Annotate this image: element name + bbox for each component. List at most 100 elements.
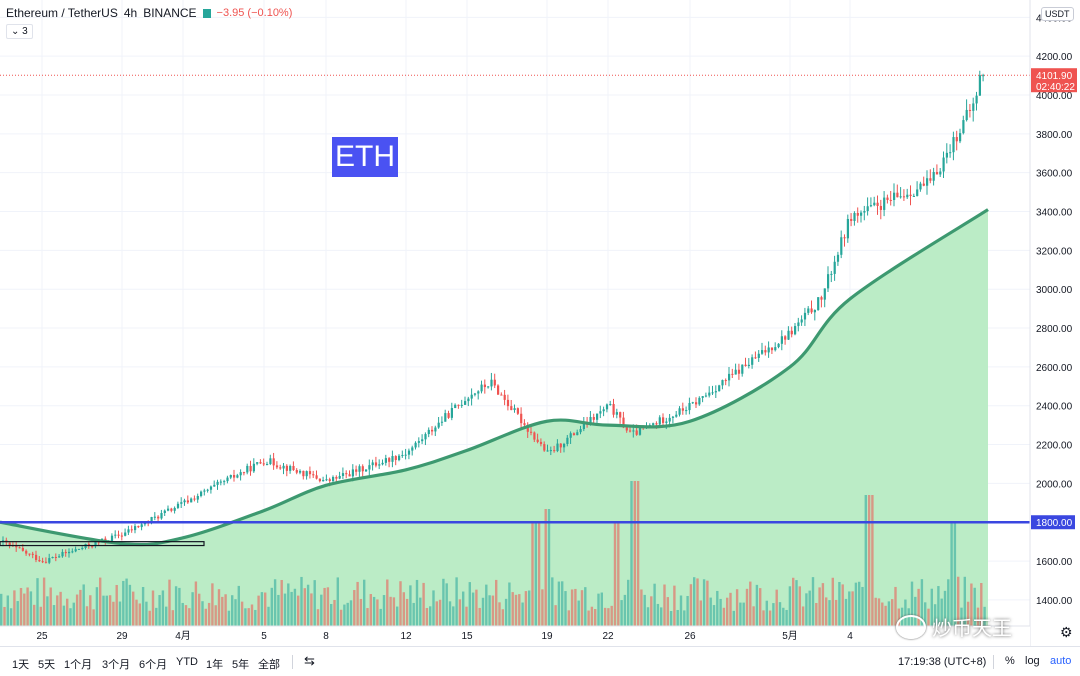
volume-bar xyxy=(785,609,788,626)
volume-bar xyxy=(749,581,752,626)
volume-bar xyxy=(254,609,257,626)
range-3m[interactable]: 3个月 xyxy=(102,659,131,671)
volume-bar xyxy=(297,595,300,626)
clock-readout[interactable]: 17:19:38 (UTC+8) xyxy=(898,656,987,668)
volume-bar xyxy=(834,599,838,626)
candle-body xyxy=(38,559,41,562)
time-axis[interactable] xyxy=(0,626,1030,646)
volume-bar xyxy=(376,599,379,626)
volume-bar xyxy=(719,598,722,626)
candle-body xyxy=(31,553,34,555)
volume-bar xyxy=(29,591,33,626)
indicator-toggle[interactable]: ⌄ 3 xyxy=(6,24,33,39)
moving-average-line[interactable] xyxy=(0,208,989,547)
range-all[interactable]: 全部 xyxy=(258,659,280,671)
candle-body xyxy=(863,211,866,213)
interval-label[interactable]: 4h xyxy=(123,6,138,20)
range-ytd[interactable]: YTD xyxy=(176,656,198,668)
volume-bar xyxy=(607,608,610,626)
candle-body xyxy=(817,297,820,310)
volume-bar xyxy=(910,581,914,626)
volume-bar xyxy=(640,589,643,626)
range-5y[interactable]: 5年 xyxy=(232,659,250,671)
gear-icon[interactable]: ⚙ xyxy=(1060,624,1073,640)
range-1m[interactable]: 1个月 xyxy=(64,659,93,671)
volume-bar xyxy=(72,602,75,626)
volume-bar xyxy=(689,584,693,626)
volume-bar xyxy=(9,608,13,626)
candle-body xyxy=(51,556,54,559)
volume-bar xyxy=(798,586,801,626)
volume-bar xyxy=(145,601,148,626)
volume-bar xyxy=(752,606,755,626)
candle-body xyxy=(351,469,354,477)
range-1d[interactable]: 1天 xyxy=(12,659,30,671)
price-chart[interactable]: 1400.00 1600.00 1800.00 2000.00 2200.00 2400.… xyxy=(0,0,1080,646)
candle-body xyxy=(807,308,810,313)
volume-bar xyxy=(617,523,620,626)
candle-body xyxy=(533,432,536,440)
volume-bar xyxy=(452,606,455,626)
volume-bar xyxy=(666,597,669,626)
volume-bar xyxy=(158,595,161,626)
candle-body xyxy=(803,312,807,320)
volume-bar xyxy=(726,597,729,626)
volume-bar xyxy=(973,587,976,626)
volume-bar xyxy=(924,602,927,626)
symbol-name[interactable]: Ethereum / TetherUS xyxy=(6,6,118,20)
volume-bar xyxy=(303,588,306,626)
price-change: −3.95 (−0.10%) xyxy=(216,7,293,19)
volume-bar xyxy=(148,610,151,626)
calendar-goto-icon[interactable]: ⇆ xyxy=(304,653,315,668)
toolbar-divider xyxy=(292,655,293,669)
range-5d[interactable]: 5天 xyxy=(38,659,56,671)
volume-bar xyxy=(231,595,234,626)
candle-body xyxy=(737,369,741,374)
price-axis[interactable] xyxy=(1030,0,1080,646)
candle-body xyxy=(332,476,335,482)
candle-body xyxy=(229,475,232,478)
time-tick-label: 5 xyxy=(261,631,267,642)
currency-tag[interactable]: USDT xyxy=(1041,7,1074,21)
volume-bar xyxy=(501,609,504,626)
candle-body xyxy=(774,347,777,351)
candle-body xyxy=(127,529,130,533)
candle-body xyxy=(490,379,493,387)
candle-body xyxy=(361,466,364,472)
price-tick-label: 2200.00 xyxy=(1036,441,1073,452)
volume-bar xyxy=(755,584,759,626)
price-tick-label: 3000.00 xyxy=(1036,285,1073,296)
auto-scale-toggle[interactable]: auto xyxy=(1050,655,1072,667)
volume-bar xyxy=(765,600,768,626)
candle-body xyxy=(764,350,767,353)
volume-bar xyxy=(841,584,844,626)
volume-bar xyxy=(828,600,831,626)
eth-annotation-label[interactable]: ETH xyxy=(332,137,398,177)
volume-bar xyxy=(56,595,59,626)
candle-body xyxy=(487,386,490,388)
percent-scale-toggle[interactable]: % xyxy=(1005,655,1015,667)
candle-body xyxy=(186,500,189,503)
candle-body xyxy=(104,538,107,542)
candle-body xyxy=(378,464,381,466)
volume-bar xyxy=(947,579,950,626)
candle-body xyxy=(460,404,463,406)
level-price-badge[interactable] xyxy=(1031,515,1075,530)
last-price-badge[interactable] xyxy=(1031,68,1077,93)
range-box[interactable] xyxy=(0,541,205,547)
range-6m[interactable]: 6个月 xyxy=(139,659,168,671)
log-scale-toggle[interactable]: log xyxy=(1025,655,1040,667)
symbol-header[interactable]: Ethereum / TetherUS 4h BINANCE −3.95 (−0… xyxy=(6,6,292,20)
volume-bar xyxy=(353,590,356,626)
volume-bar xyxy=(663,584,666,626)
volume-bar xyxy=(745,588,749,626)
candle-body xyxy=(549,450,552,452)
candle-body xyxy=(28,553,31,555)
candle-body xyxy=(110,535,114,541)
candle-body xyxy=(840,237,843,255)
candle-body xyxy=(955,137,958,142)
candle-body xyxy=(440,421,444,423)
time-tick-label: 29 xyxy=(116,631,128,642)
range-1y[interactable]: 1年 xyxy=(206,659,224,671)
candle-body xyxy=(609,403,612,405)
